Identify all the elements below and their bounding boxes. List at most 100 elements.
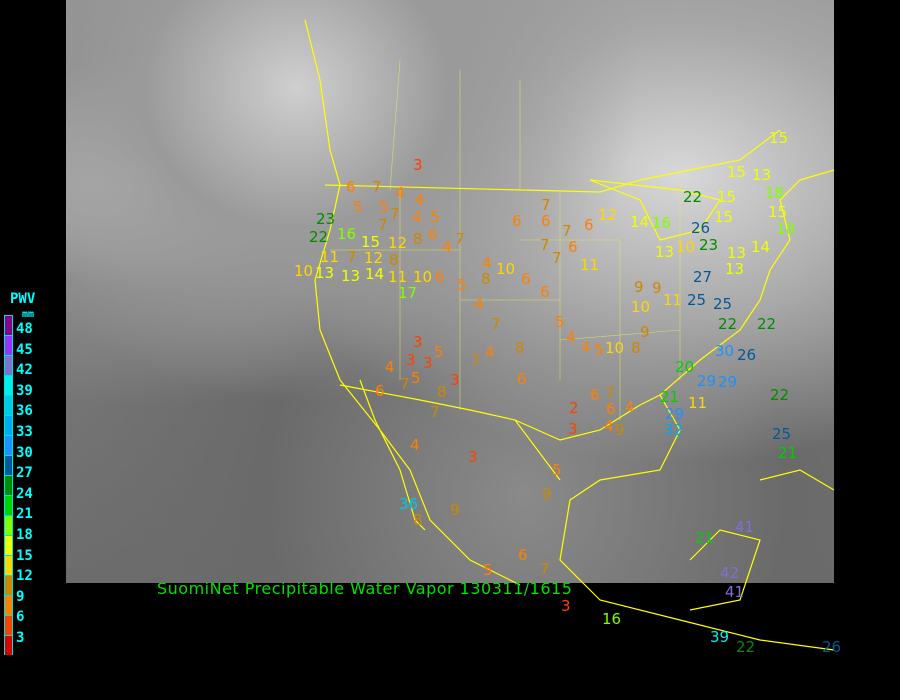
station-pwv-value: 8 — [413, 511, 423, 529]
station-pwv-value: 13 — [752, 166, 772, 184]
legend-label: 21 — [16, 506, 33, 523]
legend-label: 33 — [16, 424, 33, 440]
station-pwv-value: 6 — [584, 216, 594, 234]
station-pwv-value: 29 — [718, 373, 738, 391]
station-pwv-value: 4 — [410, 436, 420, 454]
west-coastline — [304, 19, 521, 586]
station-pwv-value: 5 — [555, 313, 565, 331]
legend-title: PWV — [10, 291, 36, 307]
gulf-coastline — [514, 394, 835, 651]
legend-label: 15 — [16, 547, 33, 564]
station-pwv-value: 25 — [687, 291, 707, 309]
station-pwv-value: 8 — [515, 339, 525, 357]
station-pwv-value: 26 — [822, 638, 842, 656]
legend-label: 18 — [16, 527, 33, 543]
cuba — [759, 469, 835, 491]
station-pwv-value: 7 — [552, 249, 562, 267]
station-pwv-value: 5 — [379, 198, 389, 216]
station-pwv-value: 13 — [725, 260, 745, 278]
station-pwv-value: 9 — [450, 501, 460, 519]
station-pwv-value: 3 — [413, 156, 423, 174]
station-pwv-value: 4 — [604, 417, 614, 435]
station-pwv-value: 6 — [541, 212, 551, 230]
station-pwv-value: 3 — [413, 333, 423, 351]
station-pwv-value: 7 — [471, 352, 481, 370]
station-pwv-value: 6 — [540, 283, 550, 301]
station-pwv-value: 13 — [655, 243, 675, 261]
station-pwv-value: 9 — [652, 279, 662, 297]
station-pwv-value: 21 — [695, 529, 715, 547]
station-pwv-value: 12 — [388, 234, 408, 252]
station-pwv-value: 5 — [430, 208, 440, 226]
station-pwv-value: 5 — [594, 341, 604, 359]
station-pwv-value: 25 — [713, 295, 733, 313]
station-pwv-value: 3 — [468, 448, 478, 466]
legend-label: 42 — [16, 362, 33, 379]
station-pwv-value: 6 — [590, 386, 600, 404]
legend-swatch — [4, 315, 13, 335]
station-pwv-value: 20 — [675, 358, 695, 376]
station-pwv-value: 6 — [346, 178, 356, 196]
station-pwv-value: 7 — [562, 222, 572, 240]
state-lines — [330, 59, 681, 420]
station-pwv-value: 13 — [315, 264, 335, 282]
station-pwv-value: 8 — [437, 383, 447, 401]
station-pwv-value: 11 — [688, 394, 708, 412]
station-pwv-value: 29 — [697, 372, 717, 390]
station-pwv-value: 11 — [320, 248, 340, 266]
station-pwv-value: 18 — [776, 220, 796, 238]
station-pwv-value: 22 — [683, 188, 703, 206]
station-pwv-value: 10 — [496, 260, 516, 278]
legend-swatch — [4, 595, 13, 615]
station-pwv-value: 42 — [720, 564, 740, 582]
station-pwv-value: 6 — [428, 226, 438, 244]
legend-swatch — [4, 455, 13, 475]
station-pwv-value: 16 — [652, 214, 672, 232]
legend-swatch — [4, 535, 13, 555]
station-pwv-value: 7 — [378, 216, 388, 234]
station-pwv-value: 30 — [715, 342, 735, 360]
station-pwv-value: 7 — [390, 205, 400, 223]
baja-coastline — [359, 379, 426, 531]
station-pwv-value: 26 — [691, 219, 711, 237]
station-pwv-value: 41 — [725, 583, 745, 601]
station-pwv-value: 6 — [375, 382, 385, 400]
legend-label: 30 — [16, 444, 33, 461]
station-pwv-value: 22 — [770, 386, 790, 404]
station-pwv-value: 22 — [309, 228, 329, 246]
station-pwv-value: 5 — [483, 561, 493, 579]
station-pwv-value: 9 — [542, 485, 552, 503]
station-pwv-value: 4 — [482, 254, 492, 272]
station-pwv-value: 32 — [664, 421, 684, 439]
station-pwv-value: 4 — [625, 398, 635, 416]
satellite-map — [66, 0, 834, 583]
station-pwv-value: 14 — [630, 213, 650, 231]
east-coastline — [659, 169, 835, 396]
station-pwv-value: 12 — [598, 206, 618, 224]
station-pwv-value: 7 — [430, 403, 440, 421]
legend-swatch — [4, 395, 13, 415]
map-title: SuomiNet Precipitable Water Vapor 130311… — [157, 579, 573, 598]
station-pwv-value: 4 — [385, 358, 395, 376]
station-pwv-value: 7 — [347, 248, 357, 266]
station-pwv-value: 15 — [727, 163, 747, 181]
legend-swatch — [4, 635, 13, 655]
station-pwv-value: 36 — [399, 495, 419, 513]
legend-label: 45 — [16, 341, 33, 358]
station-pwv-value: 18 — [765, 184, 785, 202]
station-pwv-value: 8 — [481, 270, 491, 288]
station-pwv-value: 15 — [361, 233, 381, 251]
station-pwv-value: 9 — [640, 323, 650, 341]
station-pwv-value: 22 — [718, 315, 738, 333]
station-pwv-value: 5 — [457, 276, 467, 294]
station-pwv-value: 17 — [398, 284, 418, 302]
station-pwv-value: 4 — [395, 184, 405, 202]
station-pwv-value: 4 — [581, 338, 591, 356]
station-pwv-value: 4 — [412, 208, 422, 226]
station-pwv-value: 10 — [676, 238, 696, 256]
station-pwv-value: 4 — [566, 328, 576, 346]
station-pwv-value: 29 — [665, 405, 685, 423]
station-pwv-value: 15 — [768, 203, 788, 221]
yucatan — [689, 529, 761, 611]
station-pwv-value: 7 — [372, 178, 382, 196]
